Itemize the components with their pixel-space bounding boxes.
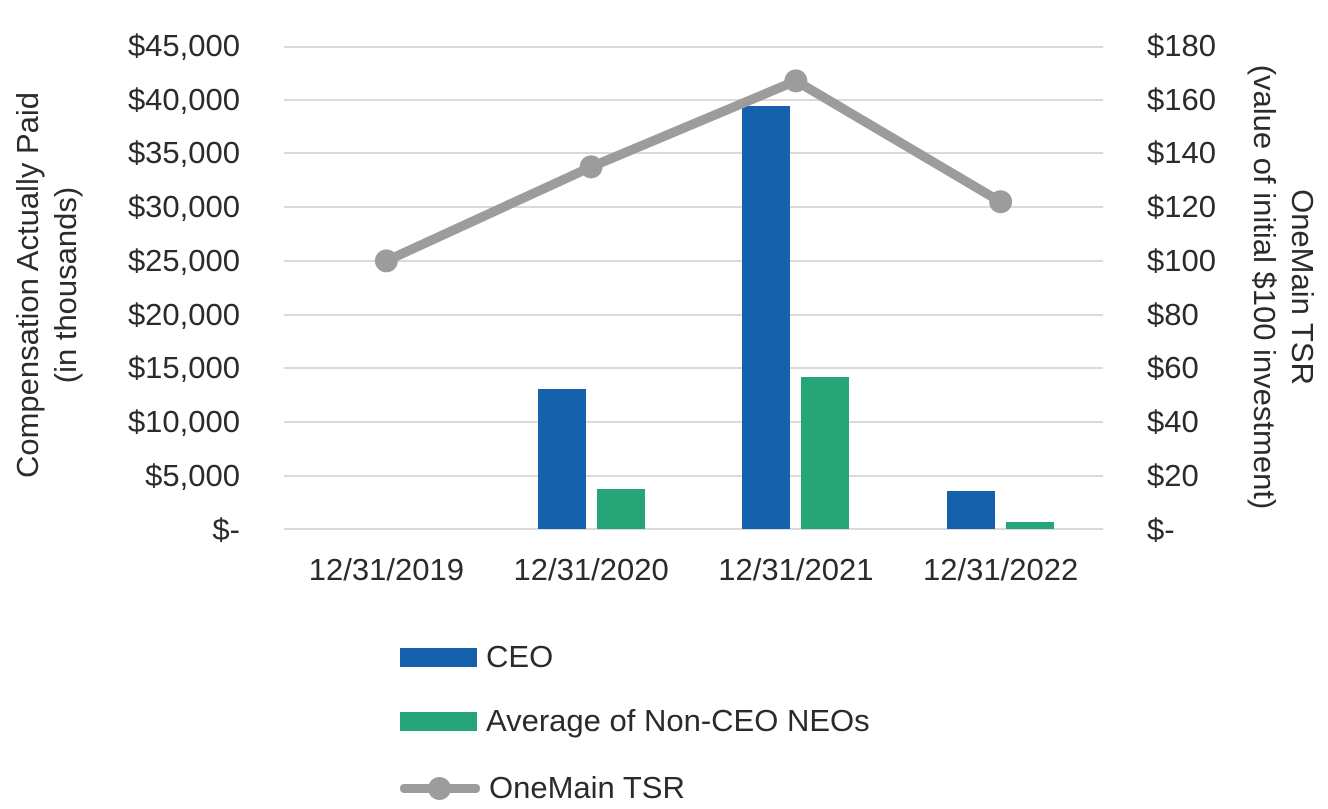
x-axis-label-2021: 12/31/2021 bbox=[718, 552, 874, 587]
gridline bbox=[284, 98, 1103, 101]
right-tick-label: $140 bbox=[1147, 135, 1216, 171]
left-tick-label: $30,000 bbox=[127, 189, 240, 225]
left-tick-label: $35,000 bbox=[127, 135, 240, 171]
tsr-line bbox=[384, 76, 1004, 266]
neo-bar-2021 bbox=[801, 376, 850, 530]
left-tick-label: $- bbox=[212, 511, 240, 547]
legend-bar-swatch bbox=[400, 647, 477, 667]
right-tick-label: $180 bbox=[1147, 28, 1216, 63]
tsr-marker-2020 bbox=[579, 155, 603, 179]
left-tick-label: $40,000 bbox=[127, 81, 240, 117]
legend-item-non-ceo-neos: Average of Non-CEO NEOs bbox=[400, 702, 870, 740]
left-tick-label: $5,000 bbox=[145, 457, 240, 493]
ceo-bar-2020 bbox=[537, 388, 586, 530]
legend-label: CEO bbox=[486, 639, 554, 674]
gridline bbox=[284, 421, 1103, 424]
legend-item-ceo: CEO bbox=[400, 638, 553, 676]
right-tick-label: $40 bbox=[1147, 404, 1199, 440]
right-tick-label: $120 bbox=[1147, 189, 1216, 225]
plot-area bbox=[284, 46, 1103, 530]
tsr-marker-2022 bbox=[989, 190, 1013, 214]
right-tick-label: $160 bbox=[1147, 81, 1216, 117]
legend-label: Average of Non-CEO NEOs bbox=[486, 703, 870, 738]
left-tick-label: $10,000 bbox=[127, 404, 240, 440]
right-tick-label: $100 bbox=[1147, 242, 1216, 278]
left-tick-label: $20,000 bbox=[127, 296, 240, 332]
gridline bbox=[284, 527, 1103, 530]
right-tick-label: $80 bbox=[1147, 296, 1199, 332]
right-tick-label: $- bbox=[1147, 511, 1175, 547]
gridline bbox=[284, 46, 1103, 48]
left-axis-title-line1: Compensation Actually Paid bbox=[10, 92, 45, 479]
left-tick-label: $45,000 bbox=[127, 28, 240, 63]
neo-bar-2022 bbox=[1006, 521, 1055, 530]
right-axis-title: OneMain TSR (value of initial $100 inves… bbox=[1245, 0, 1321, 597]
gridline bbox=[284, 313, 1103, 316]
ceo-bar-2022 bbox=[947, 490, 996, 530]
x-axis-label-2019: 12/31/2019 bbox=[308, 552, 464, 587]
tsr-marker-2021 bbox=[784, 69, 808, 93]
gridline bbox=[284, 206, 1103, 209]
legend-line-marker bbox=[428, 776, 451, 800]
legend-label: OneMain TSR bbox=[489, 770, 685, 805]
neo-bar-2020 bbox=[596, 488, 645, 530]
tsr-line-layer bbox=[374, 69, 1013, 273]
gridline bbox=[284, 259, 1103, 262]
legend-item-onemain-tsr: OneMain TSR bbox=[400, 769, 685, 807]
x-axis-label-2022: 12/31/2022 bbox=[923, 552, 1079, 587]
ceo-bar-2021 bbox=[742, 106, 791, 530]
right-axis-title-line2: (value of initial $100 investment) bbox=[1247, 64, 1282, 510]
gridline bbox=[284, 152, 1103, 155]
tsr-marker-2019 bbox=[374, 249, 398, 273]
right-tick-label: $60 bbox=[1147, 350, 1199, 386]
gridline bbox=[284, 474, 1103, 477]
right-axis-title-line1: OneMain TSR bbox=[1285, 189, 1320, 385]
right-tick-label: $20 bbox=[1147, 457, 1199, 493]
x-axis-label-2020: 12/31/2020 bbox=[513, 552, 669, 587]
legend-bar-swatch bbox=[400, 711, 477, 731]
left-tick-label: $25,000 bbox=[127, 242, 240, 278]
left-tick-label: $15,000 bbox=[127, 350, 240, 386]
gridline bbox=[284, 367, 1103, 370]
legend-line-swatch bbox=[400, 776, 480, 800]
